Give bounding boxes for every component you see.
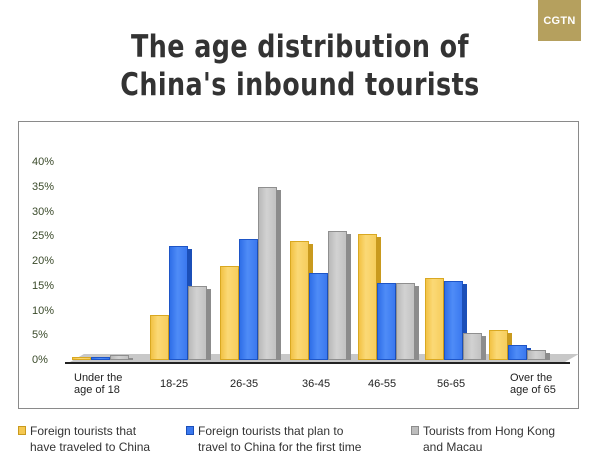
y-tick-label: 15%	[32, 279, 55, 292]
bar-first-time	[444, 280, 467, 361]
x-tick-label: 26-35	[230, 378, 259, 390]
legend-item: Tourists from Hong Kong and Macau	[411, 423, 555, 455]
bar-hk-macau	[110, 355, 133, 360]
bar-hk-macau	[188, 285, 211, 361]
x-tick-label: 46-55	[368, 378, 397, 390]
bar-traveled	[72, 357, 91, 360]
legend-item: Foreign tourists that have traveled to Ch…	[18, 423, 150, 455]
x-axis-line	[65, 362, 570, 364]
bar-hk-macau	[527, 350, 550, 360]
y-tick-label: 0%	[32, 354, 48, 366]
bar-hk-macau	[328, 231, 351, 360]
y-tick-label: 25%	[32, 230, 55, 243]
chart-title: The age distribution of China's inbound …	[54, 28, 546, 104]
x-tick-label: 56-65	[437, 378, 466, 390]
y-tick-label: 30%	[32, 205, 55, 218]
bar-traveled	[425, 278, 448, 360]
y-tick-label: 35%	[32, 180, 55, 193]
legend-swatch-icon	[411, 426, 419, 435]
title-line-1: The age distribution of	[131, 29, 469, 65]
bar-traveled	[150, 315, 173, 360]
legend-swatch-icon	[18, 426, 26, 435]
x-tick-label: 18-25	[160, 378, 189, 390]
y-tick-label: 5%	[32, 329, 48, 342]
x-tick-label: Over the age of 65	[510, 372, 556, 396]
y-tick-label: 10%	[32, 304, 55, 317]
legend-item: Foreign tourists that plan to travel to C…	[186, 423, 361, 455]
bar-first-time	[309, 273, 332, 360]
y-tick-label: 20%	[32, 255, 55, 267]
x-tick-label: 36-45	[302, 378, 331, 390]
bar-hk-macau	[396, 283, 419, 360]
title-line-2: China's inbound tourists	[120, 67, 480, 103]
legend-swatch-icon	[186, 426, 194, 435]
bar-first-time	[508, 345, 531, 360]
y-tick-label: 40%	[32, 156, 55, 168]
bar-hk-macau	[258, 186, 281, 361]
bar-first-time	[239, 238, 262, 361]
bar-first-time	[91, 357, 110, 360]
x-tick-label: Under the age of 18	[74, 372, 123, 396]
bar-traveled	[220, 265, 243, 361]
bar-traveled	[290, 241, 313, 360]
bar-first-time	[169, 246, 192, 360]
cgtn-logo: CGTN	[538, 0, 581, 41]
bar-hk-macau	[463, 332, 486, 361]
bar-traveled	[489, 330, 512, 360]
bar-traveled	[358, 233, 381, 361]
bar-first-time	[377, 283, 400, 360]
